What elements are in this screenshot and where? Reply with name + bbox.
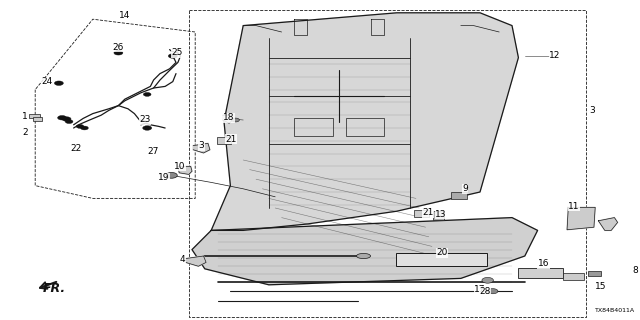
Circle shape	[482, 277, 493, 283]
FancyBboxPatch shape	[518, 268, 563, 278]
Text: 4: 4	[180, 255, 186, 264]
Circle shape	[166, 172, 177, 178]
Circle shape	[58, 116, 67, 120]
Text: 24: 24	[41, 77, 52, 86]
Text: 26: 26	[113, 43, 124, 52]
Text: 17: 17	[474, 285, 486, 294]
Text: 9: 9	[462, 184, 468, 193]
Text: 3: 3	[198, 141, 204, 150]
Text: 18: 18	[223, 113, 234, 122]
Bar	[346, 118, 384, 136]
Polygon shape	[193, 143, 210, 153]
FancyBboxPatch shape	[29, 114, 40, 118]
FancyBboxPatch shape	[414, 210, 429, 217]
FancyBboxPatch shape	[217, 137, 231, 144]
FancyBboxPatch shape	[563, 273, 584, 280]
Text: 19: 19	[158, 173, 170, 182]
Text: 12: 12	[549, 52, 561, 60]
Text: 8: 8	[632, 266, 638, 275]
FancyBboxPatch shape	[588, 271, 601, 276]
Text: 14: 14	[119, 11, 131, 20]
Text: 21: 21	[225, 135, 237, 144]
Polygon shape	[211, 13, 518, 230]
Circle shape	[488, 289, 498, 294]
Text: 16: 16	[538, 260, 549, 268]
Circle shape	[54, 81, 63, 85]
Text: 22: 22	[70, 144, 82, 153]
Text: 20: 20	[436, 248, 448, 257]
Text: 21: 21	[422, 208, 434, 217]
Ellipse shape	[356, 253, 371, 259]
Circle shape	[76, 124, 84, 128]
Text: 2: 2	[22, 128, 28, 137]
FancyBboxPatch shape	[33, 117, 42, 121]
Circle shape	[143, 126, 152, 130]
Text: 27: 27	[147, 148, 159, 156]
Text: 23: 23	[140, 116, 151, 124]
Circle shape	[65, 120, 73, 124]
Polygon shape	[223, 115, 232, 123]
Polygon shape	[186, 256, 206, 266]
FancyBboxPatch shape	[433, 211, 444, 220]
Polygon shape	[598, 218, 618, 230]
Circle shape	[81, 126, 88, 130]
Text: 25: 25	[172, 48, 183, 57]
Text: 11: 11	[568, 202, 580, 211]
Polygon shape	[178, 166, 192, 174]
Text: TX84B4011A: TX84B4011A	[595, 308, 635, 313]
Circle shape	[143, 92, 151, 96]
Polygon shape	[192, 218, 538, 285]
Text: 10: 10	[174, 162, 186, 171]
Circle shape	[232, 118, 239, 122]
Text: 1: 1	[22, 112, 28, 121]
Bar	[294, 118, 333, 136]
Text: 3: 3	[589, 106, 595, 115]
FancyBboxPatch shape	[396, 253, 487, 266]
Polygon shape	[567, 207, 595, 230]
Circle shape	[168, 54, 177, 58]
Circle shape	[114, 51, 123, 55]
Text: 13: 13	[435, 210, 447, 219]
Circle shape	[62, 117, 71, 121]
Text: FR.: FR.	[43, 282, 66, 294]
Text: 15: 15	[595, 282, 607, 291]
FancyBboxPatch shape	[451, 192, 467, 199]
Text: 28: 28	[479, 287, 491, 296]
